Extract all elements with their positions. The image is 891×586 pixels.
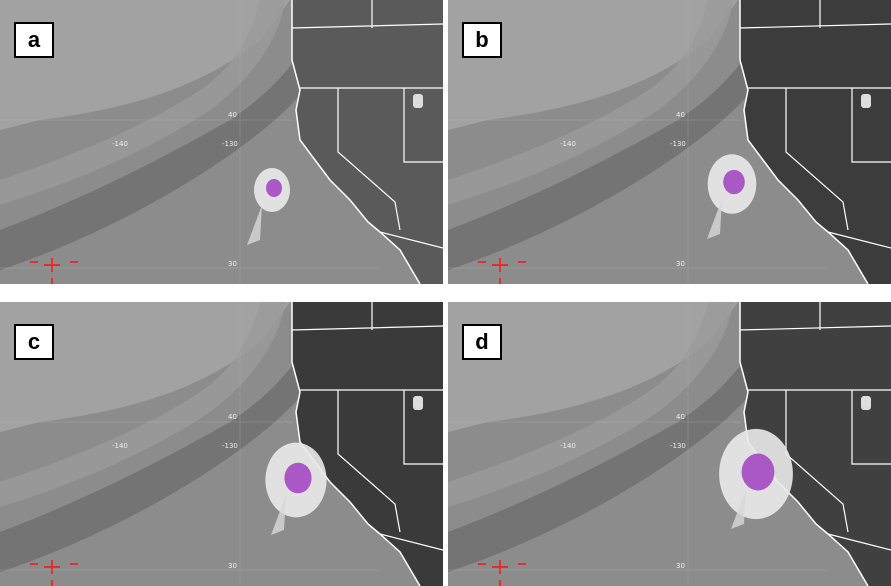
lake <box>413 396 423 410</box>
grid-label: -130 <box>222 442 238 450</box>
satellite-panel: 40 -140 -130 30 b <box>448 0 891 284</box>
grid-label: 30 <box>228 260 237 268</box>
grid-label: -140 <box>112 140 128 148</box>
grid-label: -130 <box>222 140 238 148</box>
panel-label: a <box>14 22 54 58</box>
satellite-panel: 40 -140 -130 30 c <box>0 302 443 586</box>
storm-core <box>723 170 745 194</box>
grid-label: 40 <box>676 413 685 421</box>
satellite-image: 40 -140 -130 30 <box>0 0 443 284</box>
storm-core <box>742 454 775 491</box>
panel-label: d <box>462 324 502 360</box>
lake <box>861 94 871 108</box>
grid-label: 40 <box>228 111 237 119</box>
satellite-panel: 40 -140 -130 30 d <box>448 302 891 586</box>
grid-label: -140 <box>560 140 576 148</box>
grid-label: 30 <box>676 260 685 268</box>
panel-label: b <box>462 22 502 58</box>
storm-core <box>266 179 282 197</box>
satellite-panel: 40 -140 -130 30 a <box>0 0 443 284</box>
panel-label: c <box>14 324 54 360</box>
lake <box>861 396 871 410</box>
satellite-image: 40 -140 -130 30 <box>448 0 891 284</box>
grid-label: 40 <box>228 413 237 421</box>
satellite-image: 40 -140 -130 30 <box>448 302 891 586</box>
lake <box>413 94 423 108</box>
grid-label: -140 <box>112 442 128 450</box>
grid-label: 40 <box>676 111 685 119</box>
grid-label: -130 <box>670 140 686 148</box>
storm-core <box>284 463 311 494</box>
grid-label: -140 <box>560 442 576 450</box>
page: 40-140-13030a40-140-13030b40-140-13030c4… <box>0 0 891 586</box>
grid-label: 30 <box>676 562 685 570</box>
satellite-image: 40 -140 -130 30 <box>0 302 443 586</box>
grid-label: 30 <box>228 562 237 570</box>
grid-label: -130 <box>670 442 686 450</box>
